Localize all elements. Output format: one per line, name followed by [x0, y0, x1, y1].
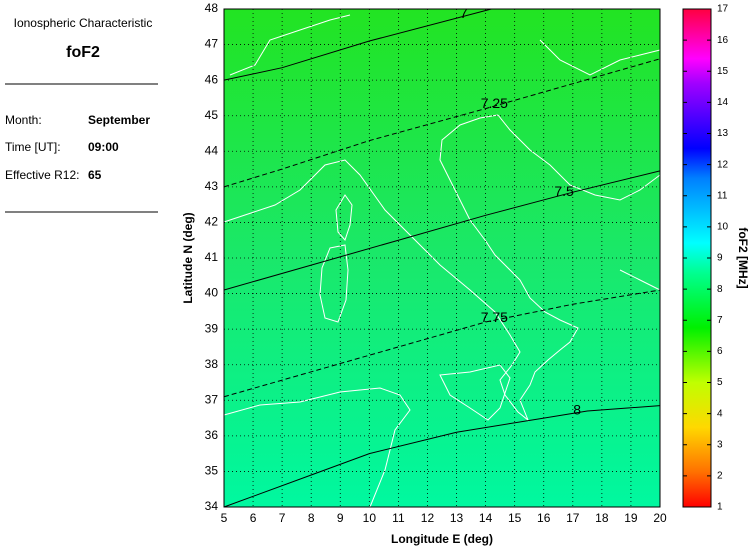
contour-label: 7.5	[554, 183, 574, 199]
x-tick-label: 5	[221, 511, 228, 525]
contour-line	[223, 8, 492, 81]
y-tick-label: 37	[205, 392, 219, 406]
coastline	[619, 269, 661, 291]
colorbar-tick-label: 8	[717, 284, 723, 295]
colorbar-tick-label: 16	[717, 35, 729, 46]
colorbar-label: foF2 [MHz]	[736, 227, 750, 288]
x-tick-label: 12	[421, 511, 435, 525]
heading: Ionospheric Characteristic	[14, 16, 153, 30]
island	[319, 244, 349, 323]
contour-line	[223, 405, 661, 508]
colorbar-tick-label: 5	[717, 377, 723, 388]
x-tick-label: 6	[250, 511, 257, 525]
x-tick-label: 20	[653, 511, 667, 525]
field-value: September	[88, 113, 150, 127]
y-tick-label: 43	[205, 179, 219, 193]
contour-line	[223, 58, 661, 188]
y-tick-label: 36	[205, 428, 219, 442]
coastline	[229, 14, 351, 76]
contour-line	[223, 289, 661, 398]
contour-label: 8	[573, 401, 581, 417]
island	[335, 194, 353, 241]
field-label: Effective R12:	[5, 168, 79, 182]
x-tick-label: 7	[279, 511, 286, 525]
colorbar-tick-label: 2	[717, 471, 723, 482]
field-value: 09:00	[88, 140, 119, 154]
field-label: Time [UT]:	[5, 140, 61, 154]
field-value: 65	[88, 168, 102, 182]
coastline	[497, 114, 661, 201]
colorbar-tick-label: 3	[717, 439, 723, 450]
colorbar-tick-label: 11	[717, 190, 728, 201]
y-tick-label: 34	[205, 499, 219, 513]
colorbar-tick-label: 4	[717, 408, 723, 419]
coastline	[539, 39, 661, 76]
x-tick-label: 9	[337, 511, 344, 525]
colorbar-tick-label: 15	[717, 66, 729, 77]
field-background	[224, 9, 660, 507]
x-tick-label: 10	[363, 511, 377, 525]
colorbar-tick-label: 14	[717, 97, 729, 108]
y-tick-label: 38	[205, 357, 219, 371]
x-tick-label: 16	[537, 511, 551, 525]
colorbar-tick-label: 10	[717, 222, 729, 233]
x-tick-label: 11	[392, 511, 405, 525]
x-tick-label: 18	[595, 511, 609, 525]
colorbar-tick-label: 12	[717, 159, 729, 170]
x-tick-label: 14	[479, 511, 493, 525]
contour-label: 7.75	[481, 309, 508, 325]
y-tick-label: 40	[205, 286, 219, 300]
y-axis-label: Latitude N (deg)	[181, 212, 195, 303]
y-tick-label: 39	[205, 321, 219, 335]
x-tick-label: 15	[508, 511, 522, 525]
contour-line	[223, 170, 661, 291]
y-tick-label: 44	[205, 143, 219, 157]
y-tick-label: 35	[205, 464, 219, 478]
colorbar-tick-label: 9	[717, 253, 723, 264]
x-tick-label: 19	[624, 511, 638, 525]
y-tick-label: 47	[205, 37, 219, 51]
plot-frame	[223, 8, 661, 508]
y-tick-label: 46	[205, 72, 219, 86]
colorbar-tick-label: 6	[717, 346, 723, 357]
coastline	[223, 114, 579, 422]
info-panel: Ionospheric Characteristic foF2 Month: S…	[5, 16, 158, 213]
x-tick-label: 8	[308, 511, 315, 525]
island	[439, 364, 511, 421]
y-tick-label: 41	[205, 250, 219, 264]
parameter: foF2	[66, 44, 100, 61]
colorbar-tick-label: 1	[717, 502, 723, 513]
colorbar-tick-label: 7	[717, 315, 723, 326]
y-tick-label: 42	[205, 215, 219, 229]
colorbar-tick-label: 17	[717, 4, 729, 15]
contour-label: 7	[460, 5, 468, 21]
contour-label: 7.25	[481, 95, 508, 111]
colorbar	[682, 8, 712, 508]
coastlines	[223, 14, 661, 508]
x-tick-label: 17	[566, 511, 580, 525]
x-axis-label: Longitude E (deg)	[391, 532, 493, 546]
x-tick-label: 13	[450, 511, 464, 525]
field-label: Month:	[5, 113, 42, 127]
y-tick-label: 48	[205, 1, 219, 15]
colorbar-tick-label: 13	[717, 128, 729, 139]
coastline	[223, 387, 411, 508]
y-tick-label: 45	[205, 108, 219, 122]
